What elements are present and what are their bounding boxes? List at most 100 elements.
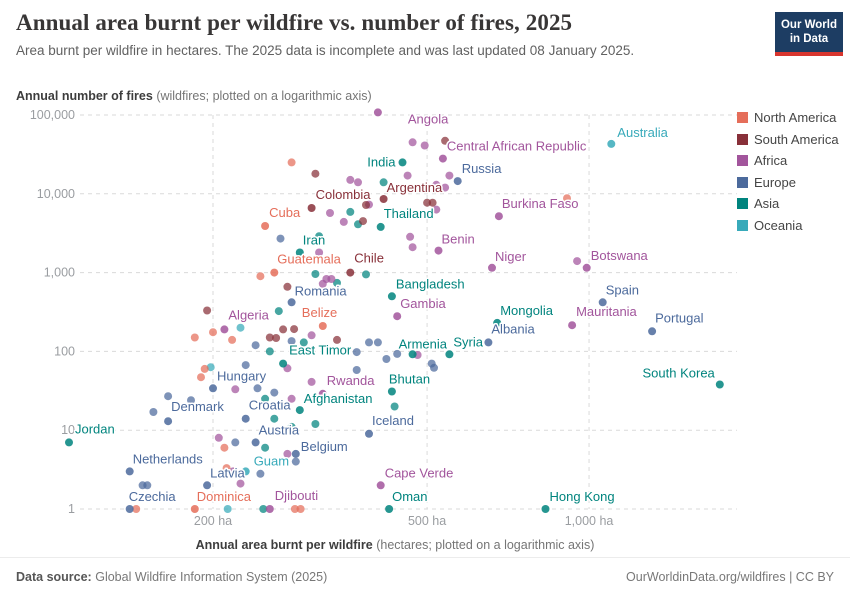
data-point[interactable] xyxy=(428,198,437,207)
data-point[interactable] xyxy=(393,349,402,358)
data-point-colombia[interactable] xyxy=(307,204,316,212)
data-point-east-timor[interactable] xyxy=(279,359,288,368)
data-point[interactable] xyxy=(287,422,296,431)
data-point[interactable] xyxy=(265,333,274,342)
data-point[interactable] xyxy=(362,201,370,209)
data-point[interactable] xyxy=(270,388,279,397)
data-point[interactable] xyxy=(203,306,212,315)
data-point-botswana[interactable] xyxy=(582,263,591,272)
data-point[interactable] xyxy=(352,366,361,374)
data-point[interactable] xyxy=(220,443,229,452)
data-point-algeria[interactable] xyxy=(220,325,229,334)
data-point-south-korea[interactable] xyxy=(715,380,724,389)
data-point-bhutan[interactable] xyxy=(387,387,396,396)
data-point[interactable] xyxy=(311,420,320,428)
data-point[interactable] xyxy=(287,394,296,403)
data-point[interactable] xyxy=(228,335,237,344)
data-point-mauritania[interactable] xyxy=(568,321,577,330)
data-point[interactable] xyxy=(132,505,141,513)
data-point[interactable] xyxy=(573,257,582,266)
data-point-djibouti[interactable] xyxy=(265,505,274,513)
data-point-cuba[interactable] xyxy=(261,222,270,230)
data-point[interactable] xyxy=(251,341,260,350)
data-point[interactable] xyxy=(307,377,316,386)
data-point-niger[interactable] xyxy=(488,263,496,272)
data-point[interactable] xyxy=(408,138,417,147)
data-point[interactable] xyxy=(261,394,270,403)
data-point-rwanda[interactable] xyxy=(318,389,327,398)
data-point[interactable] xyxy=(333,335,341,344)
credit-link[interactable]: OurWorldinData.org/wildfires | CC BY xyxy=(626,570,834,584)
data-point-spain[interactable] xyxy=(598,298,607,307)
data-point-czechia[interactable] xyxy=(125,505,134,513)
data-point[interactable] xyxy=(563,194,571,203)
data-point[interactable] xyxy=(406,232,415,241)
data-point[interactable] xyxy=(291,457,300,466)
data-point-jordan[interactable] xyxy=(65,438,73,447)
data-point[interactable] xyxy=(256,469,265,478)
data-point[interactable] xyxy=(279,325,288,334)
data-point-syria[interactable] xyxy=(445,350,454,359)
data-point-armenia[interactable] xyxy=(408,350,417,359)
data-point[interactable] xyxy=(229,467,238,476)
data-point[interactable] xyxy=(231,385,240,394)
legend-item-asia[interactable]: Asia xyxy=(737,196,839,211)
data-point[interactable] xyxy=(190,333,199,342)
data-point[interactable] xyxy=(241,361,250,370)
data-point[interactable] xyxy=(276,234,285,243)
data-point[interactable] xyxy=(315,232,324,241)
data-point[interactable] xyxy=(365,338,373,347)
data-point-afghanistan[interactable] xyxy=(295,406,304,415)
data-point[interactable] xyxy=(143,481,152,490)
data-point-oman[interactable] xyxy=(385,505,394,513)
data-point-guam[interactable] xyxy=(241,467,250,476)
data-point[interactable] xyxy=(214,433,223,442)
data-point[interactable] xyxy=(346,207,355,216)
data-point-albania[interactable] xyxy=(484,338,493,347)
data-point-thailand[interactable] xyxy=(376,222,385,231)
data-point[interactable] xyxy=(445,171,454,180)
data-point[interactable] xyxy=(307,331,316,340)
data-point[interactable] xyxy=(290,325,299,334)
data-point[interactable] xyxy=(222,464,231,473)
data-point-dominica[interactable] xyxy=(190,505,199,513)
data-point[interactable] xyxy=(441,183,450,192)
data-point[interactable] xyxy=(346,175,355,184)
data-point[interactable] xyxy=(164,392,173,401)
data-point[interactable] xyxy=(311,169,320,178)
data-point-netherlands[interactable] xyxy=(125,467,134,476)
data-point[interactable] xyxy=(261,443,270,452)
data-point[interactable] xyxy=(283,449,292,458)
data-point[interactable] xyxy=(231,438,240,447)
data-point[interactable] xyxy=(296,505,305,513)
data-point-latvia[interactable] xyxy=(203,481,212,490)
data-point-mongolia[interactable] xyxy=(493,318,502,327)
data-point[interactable] xyxy=(149,408,158,416)
data-point[interactable] xyxy=(287,337,296,346)
data-point-hong-kong[interactable] xyxy=(541,505,550,513)
data-point-iceland[interactable] xyxy=(365,429,373,438)
data-point-croatia[interactable] xyxy=(241,414,250,423)
data-point-hungary[interactable] xyxy=(209,384,217,393)
data-point[interactable] xyxy=(311,270,320,278)
data-point-guatemala[interactable] xyxy=(270,268,279,277)
data-point[interactable] xyxy=(290,505,299,513)
data-point[interactable] xyxy=(197,373,205,382)
data-point[interactable] xyxy=(272,334,281,342)
data-point[interactable] xyxy=(430,363,438,372)
data-point-bangladesh[interactable] xyxy=(387,292,396,301)
data-point-romania[interactable] xyxy=(287,298,296,307)
data-point-central-african-republic[interactable] xyxy=(438,154,447,163)
data-point-denmark[interactable] xyxy=(164,417,173,426)
data-point[interactable] xyxy=(256,272,265,281)
data-point[interactable] xyxy=(354,178,362,187)
data-point[interactable] xyxy=(270,414,279,423)
data-point-gambia[interactable] xyxy=(393,312,402,321)
data-point-belize[interactable] xyxy=(318,322,327,330)
data-point-argentina[interactable] xyxy=(379,195,388,203)
data-point[interactable] xyxy=(420,141,429,150)
data-point[interactable] xyxy=(441,136,450,145)
data-point[interactable] xyxy=(327,275,336,283)
data-point[interactable] xyxy=(432,180,441,189)
legend-item-south_america[interactable]: South America xyxy=(737,132,839,147)
